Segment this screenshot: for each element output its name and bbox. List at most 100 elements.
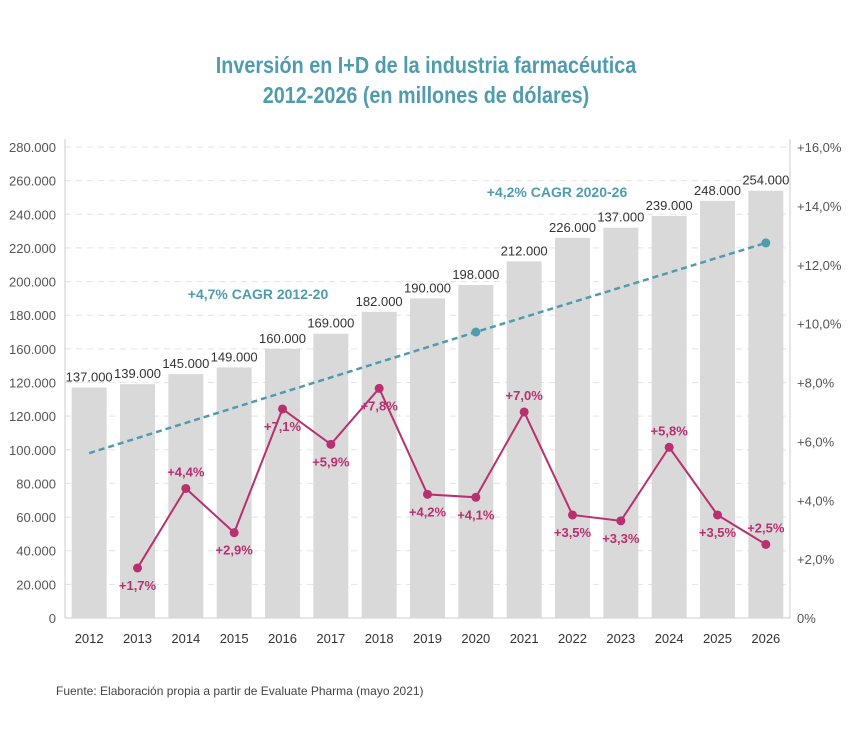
growth-marker	[326, 439, 336, 449]
trend-marker	[471, 327, 481, 337]
x-tick-label: 2015	[220, 631, 249, 646]
bar	[120, 384, 155, 618]
bar	[700, 200, 735, 619]
left-tick-label: 160.000	[9, 342, 56, 357]
x-tick-label: 2025	[703, 631, 732, 646]
bar-data-label: 198.000	[452, 267, 499, 282]
x-tick-label: 2013	[123, 631, 152, 646]
bar-data-label: 182.000	[356, 294, 403, 309]
x-tick-label: 2014	[171, 631, 200, 646]
growth-marker	[568, 510, 577, 520]
chart-title: Inversión en I+D de la industria farmacé…	[215, 52, 637, 78]
x-tick-label: 2012	[75, 631, 104, 646]
growth-data-label: +7,0%	[506, 388, 544, 403]
left-tick-label: 280.000	[9, 140, 56, 155]
bar	[361, 311, 397, 618]
right-tick-label: +16,0%	[797, 140, 842, 155]
left-tick-label: 120.000	[9, 409, 56, 424]
bar	[458, 284, 494, 618]
bar-data-label: 212.000	[501, 243, 548, 258]
growth-data-label: +3,3%	[602, 531, 640, 546]
left-tick-label: 0	[49, 611, 56, 626]
x-tick-label: 2021	[510, 631, 539, 646]
left-tick-label: 120.000	[9, 376, 56, 391]
growth-data-label: +3,5%	[699, 525, 737, 540]
bar-data-label: 190.000	[404, 280, 451, 295]
bar-data-label: 145.000	[162, 356, 209, 371]
growth-marker	[374, 383, 384, 393]
growth-marker	[181, 483, 191, 493]
chart-subtitle: 2012-2026 (en millones de dólares)	[262, 82, 590, 108]
growth-data-label: +1,7%	[119, 578, 157, 593]
growth-data-label: +4,4%	[167, 464, 205, 479]
growth-marker	[471, 492, 481, 502]
left-tick-label: 260.000	[9, 174, 56, 189]
left-tick-label: 60.000	[16, 510, 56, 525]
right-tick-label: +12,0%	[797, 258, 842, 273]
bar	[168, 374, 204, 618]
bar	[216, 367, 252, 618]
bar-data-label: 139.000	[114, 366, 161, 381]
growth-line	[136, 386, 767, 569]
bar	[651, 215, 687, 619]
right-tick-label: +6,0%	[797, 434, 835, 449]
bar-data-label: 239.000	[646, 198, 693, 213]
bar	[555, 237, 590, 619]
left-tick-label: 40.000	[16, 544, 56, 559]
x-tick-label: 2022	[558, 631, 587, 646]
x-tick-label: 2016	[268, 631, 297, 646]
bar-data-label: 248.000	[694, 183, 741, 198]
x-tick-label: 2018	[365, 631, 394, 646]
growth-data-label: +7,8%	[361, 398, 399, 413]
source-note: Fuente: Elaboración propia a partir de E…	[56, 684, 424, 698]
growth-data-label: +2,5%	[747, 520, 785, 535]
x-tick-label: 2024	[655, 631, 684, 646]
growth-marker	[616, 516, 626, 526]
cagr-annotation: +4,7% CAGR 2012-20	[188, 286, 329, 302]
x-tick-label: 2026	[751, 631, 780, 646]
growth-marker	[713, 510, 722, 520]
growth-data-label: +4,2%	[409, 504, 447, 519]
x-tick-label: 2019	[413, 631, 442, 646]
bar-data-label: 254.000	[742, 173, 789, 188]
bar	[71, 387, 107, 618]
bar-data-label: 137.000	[597, 210, 644, 225]
right-tick-label: +8,0%	[797, 376, 835, 391]
growth-marker	[664, 442, 674, 452]
left-tick-label: 180.000	[9, 308, 56, 323]
trend-marker	[761, 238, 771, 248]
growth-marker	[423, 489, 432, 499]
right-tick-label: 0%	[797, 611, 816, 626]
bar-data-label: 169.000	[307, 316, 354, 331]
left-tick-label: 20.000	[16, 577, 56, 592]
right-tick-label: +2,0%	[797, 552, 835, 567]
bar-data-label: 149.000	[211, 349, 258, 364]
right-tick-label: +4,0%	[797, 493, 835, 508]
left-tick-label: 220.000	[9, 241, 56, 256]
growth-data-label: +4,1%	[457, 507, 495, 522]
x-tick-label: 2020	[461, 631, 490, 646]
growth-data-label: +2,9%	[216, 543, 254, 558]
right-tick-label: +14,0%	[797, 199, 842, 214]
right-tick-label: +10,0%	[797, 317, 842, 332]
growth-data-label: +3,5%	[554, 525, 592, 540]
growth-marker	[278, 404, 287, 414]
cagr-annotation: +4,2% CAGR 2020-26	[487, 184, 628, 200]
left-tick-label: 240.000	[9, 207, 56, 222]
left-tick-label: 100.000	[9, 443, 56, 458]
x-tick-label: 2023	[606, 631, 635, 646]
growth-data-label: +5,9%	[312, 454, 350, 469]
x-tick-label: 2017	[316, 631, 345, 646]
growth-marker	[519, 407, 529, 417]
left-tick-label: 200.000	[9, 275, 56, 290]
growth-data-label: +7,1%	[264, 419, 302, 434]
bar-data-label: 160.000	[259, 331, 306, 346]
growth-marker	[229, 528, 239, 538]
growth-marker	[133, 563, 142, 573]
bar-data-label: 226.000	[549, 220, 596, 235]
bar	[603, 227, 639, 618]
bar	[748, 190, 784, 618]
bar-data-label: 137.000	[66, 370, 113, 385]
growth-data-label: +5,8%	[651, 423, 689, 438]
